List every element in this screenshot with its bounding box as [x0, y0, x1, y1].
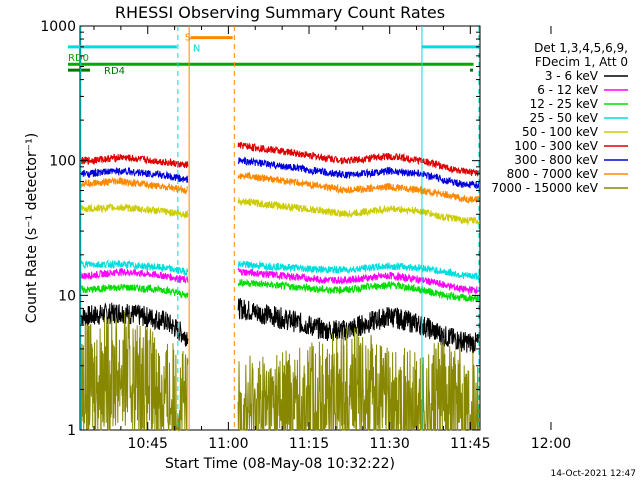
footer-timestamp: 14-Oct-2021 12:47	[551, 469, 636, 479]
legend-label: 300 - 800 keV	[514, 153, 598, 167]
series-line	[237, 141, 480, 177]
x-axis: 10:45 11:00 11:15 11:30 11:45 12:00	[93, 26, 571, 452]
legend-label: 7000 - 15000 keV	[491, 181, 598, 195]
rd0-flag-label: RD0	[68, 53, 89, 64]
series-line	[80, 259, 189, 277]
saa-flag-label: S	[185, 33, 191, 44]
legend-header-line-2: FDecim 1, Att 0	[535, 55, 628, 69]
plot-frame	[79, 25, 481, 431]
y-axis: 1 10 100 1000	[40, 19, 480, 439]
x-tick-label: 11:00	[208, 436, 248, 452]
y-tick-label: 10	[58, 288, 76, 304]
x-tick-label: 12:00	[531, 436, 571, 452]
series-line	[80, 202, 189, 220]
legend: Det 1,3,4,5,6,9, FDecim 1, Att 0 3 - 6 k…	[491, 41, 628, 195]
legend-label: 50 - 100 keV	[522, 125, 599, 139]
legend-label: 800 - 7000 keV	[507, 167, 599, 181]
series-line	[237, 297, 480, 354]
series-line	[237, 197, 480, 226]
series-line	[237, 156, 480, 190]
legend-label: 12 - 25 keV	[530, 97, 599, 111]
series-line	[80, 268, 189, 284]
x-axis-label: Start Time (08-May-08 10:32:22)	[165, 456, 395, 472]
chart-title: RHESSI Observing Summary Count Rates	[115, 3, 445, 22]
y-tick-label: 1000	[40, 19, 76, 35]
legend-header-line-1: Det 1,3,4,5,6,9,	[534, 41, 628, 55]
plot-area	[79, 25, 481, 431]
y-tick-label: 1	[67, 423, 76, 439]
series-line	[80, 311, 189, 432]
x-tick-label: 11:15	[289, 436, 329, 452]
series-line	[80, 176, 188, 195]
night-flag-label: N	[193, 44, 200, 55]
event-lines	[80, 26, 480, 430]
legend-label: 100 - 300 keV	[514, 139, 598, 153]
series-layer	[80, 141, 480, 432]
flag-bars: RD0 RD4 SN	[68, 33, 480, 77]
series-line	[80, 166, 189, 183]
series-line	[237, 267, 480, 296]
y-axis-label: Count Rate (s⁻¹ detector⁻¹)	[24, 133, 40, 323]
x-tick-label: 11:30	[369, 436, 409, 452]
series-line	[80, 302, 189, 347]
series-line	[80, 283, 189, 299]
x-tick-label: 11:45	[450, 436, 490, 452]
rd4-flag-label: RD4	[104, 66, 125, 77]
y-tick-label: 100	[49, 154, 76, 170]
legend-label: 3 - 6 keV	[545, 69, 599, 83]
legend-label: 25 - 50 keV	[530, 111, 599, 125]
series-line	[237, 326, 480, 432]
series-line	[237, 171, 480, 204]
legend-label: 6 - 12 keV	[537, 83, 599, 97]
series-line	[237, 260, 480, 280]
series-line	[237, 278, 480, 303]
series-line	[80, 153, 189, 169]
x-tick-label: 10:45	[128, 436, 168, 452]
